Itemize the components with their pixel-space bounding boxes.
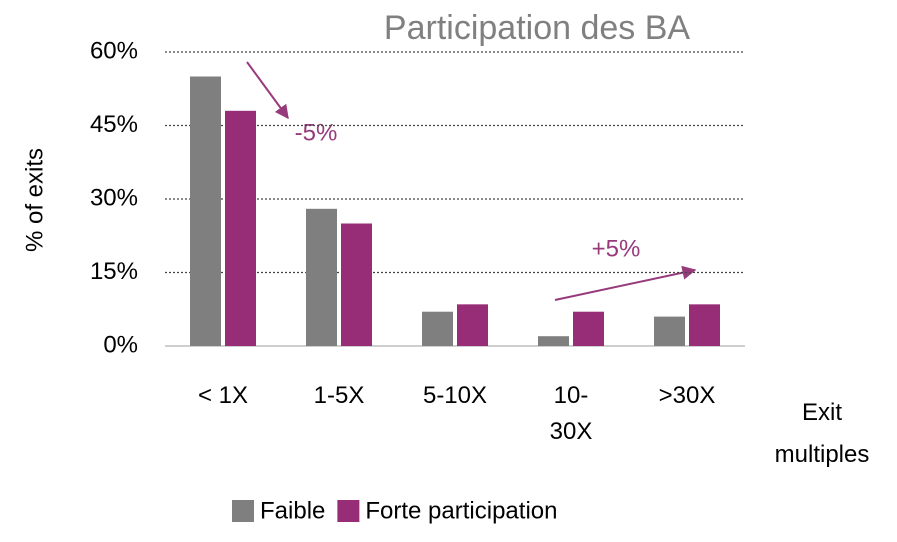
x-tick-label: < 1X (197, 382, 249, 409)
legend-swatch (337, 500, 360, 522)
arrow (554, 265, 697, 301)
bar (341, 223, 372, 346)
x-tick-label: 10-30X (549, 382, 593, 445)
annotation: +5% (592, 235, 641, 262)
bar (306, 208, 337, 346)
legend-label: Faible (260, 497, 325, 524)
y-tick-label: 0% (103, 331, 138, 358)
bar (190, 76, 221, 346)
x-tick-label: >30X (658, 382, 716, 409)
x-tick-label: 1-5X (313, 382, 365, 409)
bar (689, 304, 720, 346)
bar (225, 110, 256, 346)
y-tick-label: 45% (90, 111, 138, 138)
x-axis-label: Exit multiples (774, 399, 870, 468)
bar (457, 304, 488, 346)
chart-title: Participation des BA (384, 9, 690, 47)
y-tick-label: 15% (90, 258, 138, 285)
y-tick-label: 30% (90, 184, 138, 211)
legend-swatch (232, 500, 254, 522)
legend-label: Forte participation (365, 497, 557, 524)
x-tick-label: 5-10X (422, 382, 488, 409)
arrow (246, 61, 289, 120)
y-axis-label: % of exits (21, 148, 48, 252)
bar (654, 316, 685, 346)
bar (538, 336, 569, 346)
y-tick-label: 60% (90, 37, 138, 64)
annotation: -5% (295, 119, 338, 146)
bar (573, 311, 604, 346)
bar (422, 311, 453, 346)
